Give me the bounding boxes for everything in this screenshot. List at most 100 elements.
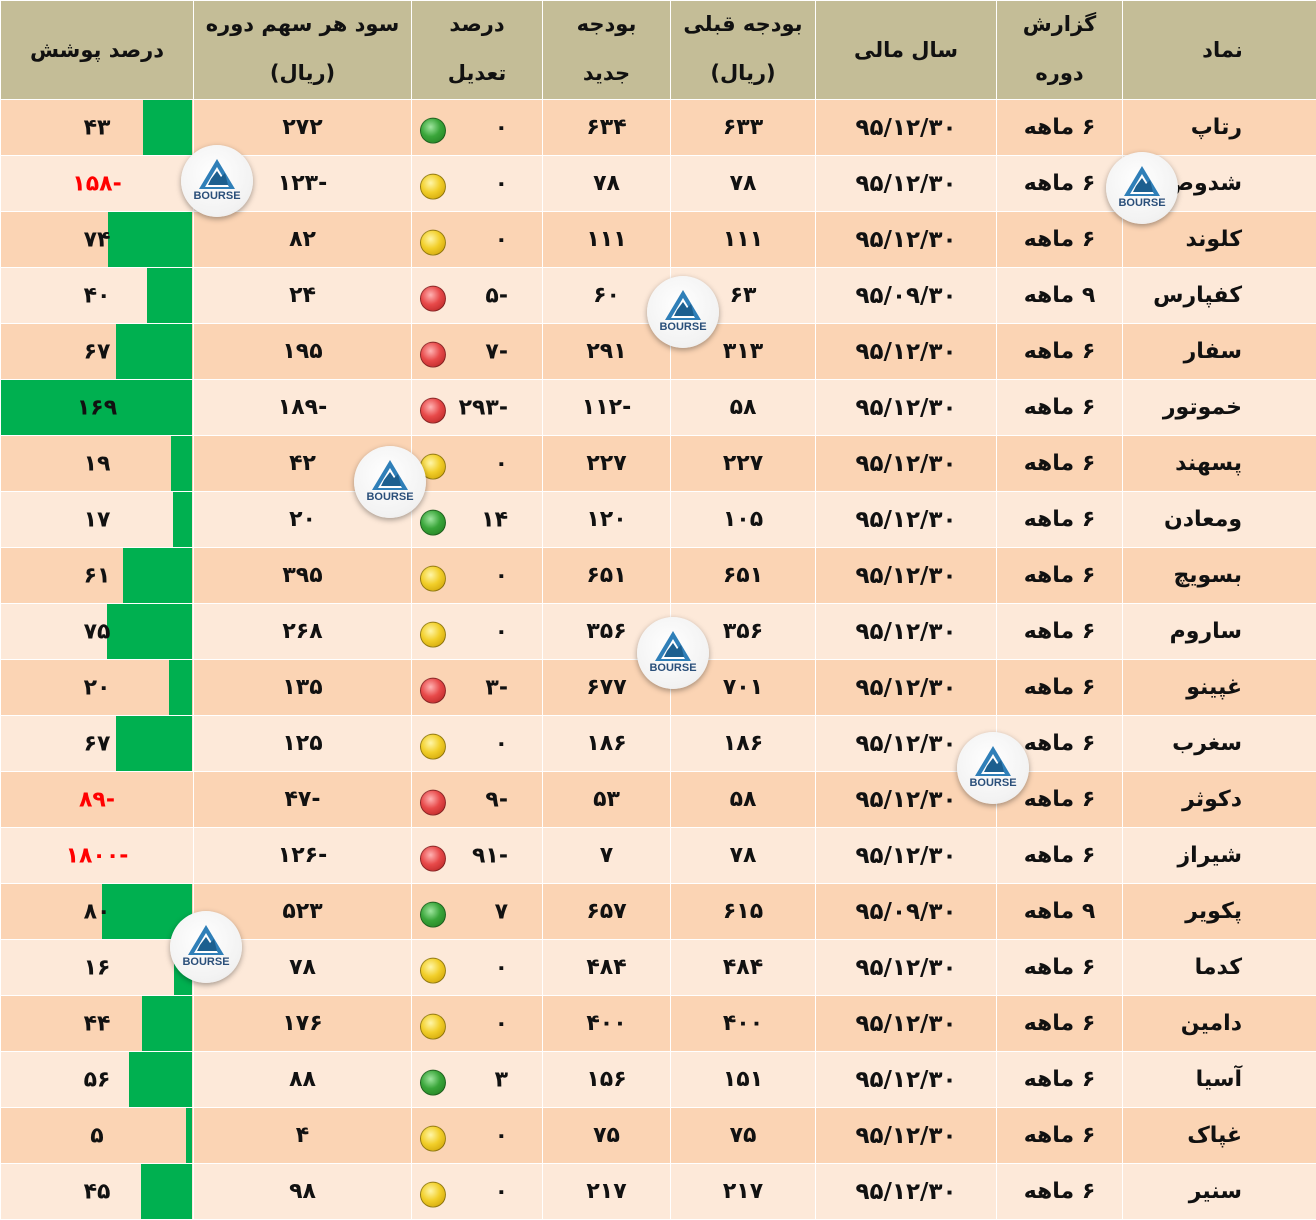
green-status-light-icon <box>420 901 446 927</box>
yellow-status-light-icon <box>420 733 446 759</box>
prev-budget-cell: ۷۸ <box>671 156 816 212</box>
yellow-status-light-icon <box>420 229 446 255</box>
adjustment-value: ۰ <box>495 227 508 252</box>
symbol-cell: کدما <box>1123 940 1316 996</box>
coverage-value: ۶۷ <box>1 731 193 756</box>
adjustment-cell: ۱۴ <box>412 492 543 548</box>
coverage-cell: ۴۵ <box>1 1164 194 1220</box>
coverage-cell: ۱۶ <box>1 940 194 996</box>
prev-budget-cell: ۴۸۴ <box>671 940 816 996</box>
adjustment-value: ۰ <box>495 619 508 644</box>
symbol-cell: پسهند <box>1123 436 1316 492</box>
header-period: گزارش دوره <box>997 1 1123 100</box>
yellow-status-light-icon <box>420 1181 446 1207</box>
yellow-status-light-icon <box>420 1125 446 1151</box>
new-budget-cell: -۱۱۲ <box>543 380 671 436</box>
symbol-cell: غپاک <box>1123 1108 1316 1164</box>
adjustment-value: -۳ <box>485 675 508 700</box>
red-status-light-icon <box>420 397 446 423</box>
prev-budget-cell: ۶۱۵ <box>671 884 816 940</box>
header-row: نماد گزارش دوره سال مالی بودجه قبلی (ریا… <box>1 1 1316 100</box>
red-status-light-icon <box>420 285 446 311</box>
coverage-cell: ۱۷ <box>1 492 194 548</box>
coverage-cell: ۸۰ <box>1 884 194 940</box>
bourse-logo: BOURSE <box>637 617 709 689</box>
adjustment-value: ۰ <box>495 1179 508 1204</box>
period-cell: ۶ ماهه <box>997 1052 1123 1108</box>
header-eps-line2: (ریال) <box>200 50 405 99</box>
coverage-cell: ۷۴ <box>1 212 194 268</box>
adjustment-cell: ۰ <box>412 548 543 604</box>
adjustment-value: ۰ <box>495 115 508 140</box>
symbol-cell: سنیر <box>1123 1164 1316 1220</box>
header-prev-budget: بودجه قبلی (ریال) <box>671 1 816 100</box>
prev-budget-cell: ۱۵۱ <box>671 1052 816 1108</box>
coverage-cell: ۶۱ <box>1 548 194 604</box>
symbol-cell: آسیا <box>1123 1052 1316 1108</box>
adjustment-value: -۲۹۳ <box>459 395 508 420</box>
prev-budget-cell: ۱۱۱ <box>671 212 816 268</box>
fiscal-year-cell: ۹۵/۱۲/۳۰ <box>816 996 997 1052</box>
header-new-budget-line2: جدید <box>549 50 664 99</box>
symbol-cell: ساروم <box>1123 604 1316 660</box>
green-status-light-icon <box>420 1069 446 1095</box>
new-budget-cell: ۴۸۴ <box>543 940 671 996</box>
coverage-cell: ۴۰ <box>1 268 194 324</box>
coverage-value: -۱۸۰۰ <box>1 843 193 868</box>
symbol-cell: سغرب <box>1123 716 1316 772</box>
coverage-cell: -۱۵۸ <box>1 156 194 212</box>
adjustment-cell: ۰ <box>412 996 543 1052</box>
yellow-status-light-icon <box>420 173 446 199</box>
svg-text:BOURSE: BOURSE <box>659 321 706 333</box>
coverage-cell: -۸۹ <box>1 772 194 828</box>
eps-cell: -۱۸۹ <box>194 380 412 436</box>
fiscal-year-cell: ۹۵/۱۲/۳۰ <box>816 436 997 492</box>
adjustment-cell: ۰ <box>412 100 543 156</box>
fiscal-year-cell: ۹۵/۱۲/۳۰ <box>816 156 997 212</box>
period-cell: ۶ ماهه <box>997 324 1123 380</box>
period-cell: ۶ ماهه <box>997 1108 1123 1164</box>
coverage-cell: ۵۶ <box>1 1052 194 1108</box>
new-budget-cell: ۲۱۷ <box>543 1164 671 1220</box>
header-prev-budget-line2: (ریال) <box>677 50 809 99</box>
coverage-value: ۸۰ <box>1 899 193 924</box>
coverage-value: ۷۵ <box>1 619 193 644</box>
coverage-value: -۸۹ <box>1 787 193 812</box>
header-new-budget-line1: بودجه <box>549 1 664 50</box>
header-adjustment: درصد تعدیل <box>412 1 543 100</box>
green-status-light-icon <box>420 117 446 143</box>
header-coverage: درصد پوشش <box>1 1 194 100</box>
eps-cell: ۸۲ <box>194 212 412 268</box>
coverage-value: ۶۷ <box>1 339 193 364</box>
adjustment-value: ۱۴ <box>481 507 508 532</box>
new-budget-cell: ۱۸۶ <box>543 716 671 772</box>
symbol-cell: رتاپ <box>1123 100 1316 156</box>
adjustment-value: ۰ <box>495 563 508 588</box>
adjustment-cell: -۲۹۳ <box>412 380 543 436</box>
symbol-cell: بسویچ <box>1123 548 1316 604</box>
new-budget-cell: ۶۵۷ <box>543 884 671 940</box>
period-cell: ۶ ماهه <box>997 100 1123 156</box>
header-prev-budget-line1: بودجه قبلی <box>677 1 809 50</box>
symbol-cell: پکویر <box>1123 884 1316 940</box>
fiscal-year-cell: ۹۵/۰۹/۳۰ <box>816 268 997 324</box>
prev-budget-cell: ۴۰۰ <box>671 996 816 1052</box>
svg-text:BOURSE: BOURSE <box>969 777 1016 789</box>
eps-cell: ۱۳۵ <box>194 660 412 716</box>
fiscal-year-cell: ۹۵/۱۲/۳۰ <box>816 548 997 604</box>
new-budget-cell: ۴۰۰ <box>543 996 671 1052</box>
eps-cell: ۱۹۵ <box>194 324 412 380</box>
adjustment-cell: -۹۱ <box>412 828 543 884</box>
red-status-light-icon <box>420 677 446 703</box>
yellow-status-light-icon <box>420 957 446 983</box>
symbol-cell: دامین <box>1123 996 1316 1052</box>
adjustment-value: -۹ <box>485 787 508 812</box>
new-budget-cell: ۱۵۶ <box>543 1052 671 1108</box>
bourse-logo: BOURSE <box>957 732 1029 804</box>
